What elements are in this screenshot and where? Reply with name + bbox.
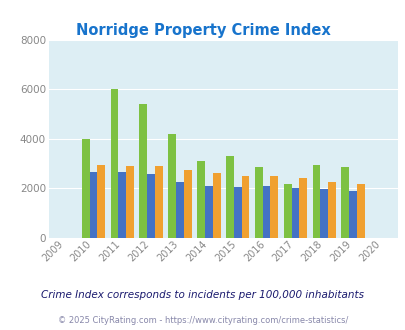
- Bar: [147, 175, 155, 238]
- Bar: [283, 184, 291, 238]
- Text: © 2025 CityRating.com - https://www.cityrating.com/crime-statistics/: © 2025 CityRating.com - https://www.city…: [58, 315, 347, 325]
- Bar: [327, 182, 335, 238]
- Bar: [226, 156, 233, 238]
- Bar: [126, 166, 134, 238]
- Bar: [262, 185, 270, 238]
- Bar: [298, 178, 306, 238]
- Bar: [356, 184, 364, 238]
- Bar: [320, 189, 327, 238]
- Bar: [183, 170, 191, 238]
- Bar: [197, 161, 205, 238]
- Text: Norridge Property Crime Index: Norridge Property Crime Index: [75, 23, 330, 38]
- Bar: [176, 182, 183, 238]
- Bar: [110, 89, 118, 238]
- Bar: [168, 134, 176, 238]
- Bar: [90, 172, 97, 238]
- Bar: [97, 165, 105, 238]
- Text: Crime Index corresponds to incidents per 100,000 inhabitants: Crime Index corresponds to incidents per…: [41, 290, 364, 300]
- Bar: [312, 165, 320, 238]
- Bar: [118, 172, 126, 238]
- Bar: [291, 188, 298, 238]
- Bar: [341, 167, 348, 238]
- Bar: [348, 190, 356, 238]
- Bar: [270, 176, 277, 238]
- Bar: [81, 139, 90, 238]
- Bar: [233, 187, 241, 238]
- Bar: [205, 185, 212, 238]
- Bar: [241, 176, 249, 238]
- Bar: [139, 104, 147, 238]
- Bar: [212, 173, 220, 238]
- Bar: [155, 166, 162, 238]
- Bar: [254, 167, 262, 238]
